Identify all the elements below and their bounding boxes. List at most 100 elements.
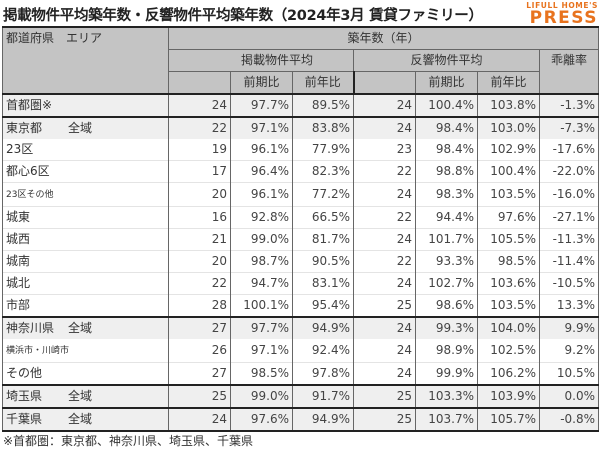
gap-rate-cell: -7.3% (538, 116, 600, 139)
listed-prev-year-cell: 83.8% (292, 116, 354, 139)
table-row: 千葉県 全域 24 97.6% 94.9% 25 103.7% 105.7% -0.8% (2, 407, 600, 432)
area-cell: 埼玉県 全域 (2, 384, 169, 408)
listed-prev-period-cell: 92.8% (230, 206, 293, 229)
prefecture-name: 東京都 (6, 121, 43, 135)
listed-prev-period-cell: 96.1% (230, 139, 293, 161)
inquiry-prev-period-cell: 98.4% (415, 116, 478, 139)
header-listed-prev-period: 前期比 (230, 71, 293, 95)
gap-rate-cell: -10.5% (538, 272, 600, 295)
inquiry-age-cell: 25 (353, 384, 416, 408)
listed-prev-period-cell: 96.4% (230, 160, 293, 183)
table-row: 埼玉県 全域 25 99.0% 91.7% 25 103.3% 103.9% 0.0% (2, 384, 600, 408)
listed-age-cell: 22 (168, 116, 231, 139)
listed-prev-period-cell: 94.7% (230, 272, 293, 295)
inquiry-prev-year-cell: 102.5% (477, 339, 540, 363)
page-title: 掲載物件平均築年数・反響物件平均築年数（2024年3月 賃貸ファミリー） (3, 8, 483, 24)
inquiry-prev-period-cell: 94.4% (415, 206, 478, 229)
inquiry-age-cell: 24 (353, 339, 416, 363)
table-row: 東京都 全域 22 97.1% 83.8% 24 98.4% 103.0% -7.3% (2, 116, 600, 139)
area-cell: 城北 (2, 272, 169, 295)
listed-prev-year-cell: 94.9% (292, 407, 354, 432)
inquiry-age-cell: 25 (353, 294, 416, 317)
area-name: 全域 (68, 389, 93, 403)
area-name: 全域 (68, 412, 93, 426)
header-inquiry: 反響物件平均 (353, 49, 540, 72)
listed-prev-period-cell: 97.1% (230, 116, 293, 139)
gap-rate-cell: -11.4% (538, 250, 600, 273)
listed-age-cell: 26 (168, 339, 231, 363)
header-inquiry-prev-year: 前年比 (477, 71, 540, 95)
footnote: ※首都圏：東京都、神奈川県、埼玉県、千葉県 (3, 434, 254, 448)
inquiry-prev-year-cell: 100.4% (477, 160, 540, 183)
prefecture-name: 埼玉県 (6, 389, 43, 403)
prefecture-name: 千葉県 (6, 412, 43, 426)
listed-prev-year-cell: 90.5% (292, 250, 354, 273)
table-row: 横浜市・川崎市 26 97.1% 92.4% 24 98.9% 102.5% 9.2% (2, 339, 600, 363)
area-cell: 神奈川県 全域 (2, 316, 169, 339)
logo-brand: LIFULL HOME'S (526, 1, 598, 10)
area-name: 城北 (6, 276, 31, 290)
inquiry-prev-year-cell: 106.2% (477, 362, 540, 385)
inquiry-prev-year-cell: 98.5% (477, 250, 540, 273)
gap-rate-cell: -22.0% (538, 160, 600, 183)
inquiry-prev-year-cell: 105.5% (477, 228, 540, 251)
area-name: 全域 (68, 321, 93, 335)
gap-rate-cell: -1.3% (538, 93, 600, 117)
inquiry-prev-year-cell: 97.6% (477, 206, 540, 229)
header-gap: 乖離率 (538, 49, 600, 95)
inquiry-age-cell: 24 (353, 272, 416, 295)
inquiry-prev-year-cell: 104.0% (477, 316, 540, 339)
prefecture-name: 首都圏※ (6, 98, 53, 112)
inquiry-prev-year-cell: 102.9% (477, 139, 540, 161)
area-cell: 市部 (2, 294, 169, 317)
area-name: 横浜市・川崎市 (6, 346, 70, 356)
area-cell: その他 (2, 362, 169, 385)
inquiry-age-cell: 24 (353, 93, 416, 117)
listed-prev-year-cell: 66.5% (292, 206, 354, 229)
area-cell: 千葉県 全域 (2, 407, 169, 432)
inquiry-age-cell: 24 (353, 228, 416, 251)
inquiry-age-cell: 22 (353, 250, 416, 273)
area-name: 都心6区 (6, 164, 50, 178)
gap-rate-cell: -11.3% (538, 228, 600, 251)
inquiry-prev-period-cell: 99.3% (415, 316, 478, 339)
area-name: 市部 (6, 298, 31, 312)
table-row: 城東 16 92.8% 66.5% 22 94.4% 97.6% -27.1% (2, 206, 600, 229)
listed-age-cell: 27 (168, 362, 231, 385)
area-name: 23区 (6, 142, 34, 156)
listed-age-cell: 16 (168, 206, 231, 229)
press-logo: LIFULL HOME'S PRESS (526, 1, 598, 27)
inquiry-prev-period-cell: 98.8% (415, 160, 478, 183)
logo-press: PRESS (529, 8, 598, 28)
listed-age-cell: 20 (168, 250, 231, 273)
gap-rate-cell: -0.8% (538, 407, 600, 432)
age-table: 都道府県 エリア 築年数（年） 掲載物件平均 反響物件平均 乖離率 前期比 前年… (2, 26, 600, 432)
inquiry-prev-period-cell: 102.7% (415, 272, 478, 295)
listed-prev-period-cell: 99.0% (230, 228, 293, 251)
inquiry-prev-period-cell: 93.3% (415, 250, 478, 273)
inquiry-prev-period-cell: 101.7% (415, 228, 478, 251)
gap-rate-cell: 13.3% (538, 294, 600, 317)
header-age: 築年数（年） (167, 26, 600, 50)
area-cell: 城西 (2, 228, 169, 251)
listed-prev-year-cell: 77.9% (292, 139, 354, 161)
table-row: 神奈川県 全域 27 97.7% 94.9% 24 99.3% 104.0% 9.9% (2, 316, 600, 339)
area-name: 全域 (68, 121, 93, 135)
area-cell: 首都圏※ (2, 93, 169, 117)
listed-age-cell: 27 (168, 316, 231, 339)
listed-prev-period-cell: 96.1% (230, 182, 293, 207)
listed-prev-period-cell: 99.0% (230, 384, 293, 408)
header-listed: 掲載物件平均 (168, 49, 354, 72)
inquiry-age-cell: 23 (353, 139, 416, 161)
listed-age-cell: 25 (168, 384, 231, 408)
inquiry-prev-year-cell: 103.6% (477, 272, 540, 295)
area-name: その他 (6, 366, 43, 380)
area-cell: 都心6区 (2, 160, 169, 183)
table-row: 23区 19 96.1% 77.9% 23 98.4% 102.9% -17.6% (2, 139, 600, 161)
table-row: 都心6区 17 96.4% 82.3% 22 98.8% 100.4% -22.0% (2, 160, 600, 183)
table-row: 首都圏※ 24 97.7% 89.5% 24 100.4% 103.8% -1.3% (2, 93, 600, 117)
area-cell: 横浜市・川崎市 (2, 339, 169, 363)
listed-prev-year-cell: 97.8% (292, 362, 354, 385)
header-area: 都道府県 エリア (2, 26, 169, 95)
listed-prev-year-cell: 92.4% (292, 339, 354, 363)
